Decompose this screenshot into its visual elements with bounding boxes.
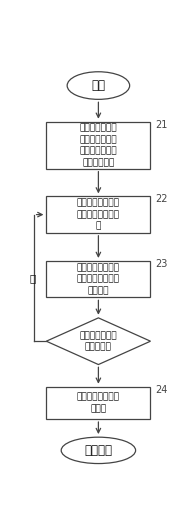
Text: 否: 否 [29,274,35,284]
Text: 亮度反馈装置实时
监测照度及特定点
亮度变化: 亮度反馈装置实时 监测照度及特定点 亮度变化 [77,263,120,295]
Bar [46,197,151,233]
Text: 23: 23 [155,259,167,269]
Text: 开始: 开始 [91,79,105,92]
Text: 21: 21 [155,120,167,130]
Ellipse shape [61,437,136,464]
Text: 24: 24 [155,385,167,395]
Bar [46,387,151,419]
Bar [46,261,151,297]
Bar [46,122,151,169]
Text: 开始驾驶舱视觉工
效测评: 开始驾驶舱视觉工 效测评 [77,393,120,413]
Text: 22: 22 [155,194,167,204]
Polygon shape [46,318,151,365]
Text: 控制光环境发生装
置的开启及状态变
化: 控制光环境发生装 置的开启及状态变 化 [77,199,120,230]
Text: 流程结束: 流程结束 [84,444,112,457]
Ellipse shape [67,72,130,100]
Text: 开启温度控制装
置和湿度控制装
置，温度、湿度
满足设定要求: 开启温度控制装 置和湿度控制装 置，温度、湿度 满足设定要求 [80,123,117,167]
Text: 照度及亮度是否
满足设定值: 照度及亮度是否 满足设定值 [80,331,117,352]
